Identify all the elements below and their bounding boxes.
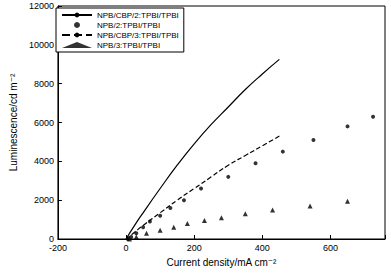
svg-text:200: 200 — [187, 243, 202, 253]
svg-text:NPB/3:TPBI/TPBI: NPB/3:TPBI/TPBI — [97, 41, 160, 50]
svg-text:-200: -200 — [49, 243, 67, 253]
svg-text:Luminescence/cd m⁻²: Luminescence/cd m⁻² — [8, 73, 19, 171]
svg-text:12000: 12000 — [29, 1, 54, 11]
svg-text:2000: 2000 — [34, 195, 54, 205]
svg-text:NPB/CBP/3:TPBI/TPBI: NPB/CBP/3:TPBI/TPBI — [97, 31, 179, 40]
svg-text:400: 400 — [255, 243, 270, 253]
svg-text:8000: 8000 — [34, 79, 54, 89]
svg-text:0: 0 — [124, 243, 129, 253]
svg-text:Current density/mA cm⁻²: Current density/mA cm⁻² — [167, 257, 277, 268]
svg-text:10000: 10000 — [29, 40, 54, 50]
svg-text:6000: 6000 — [34, 118, 54, 128]
svg-text:NPB/CBP/2:TPBI/TPBI: NPB/CBP/2:TPBI/TPBI — [97, 11, 179, 20]
svg-text:600: 600 — [323, 243, 338, 253]
svg-text:4000: 4000 — [34, 156, 54, 166]
svg-text:NPB/2:TPBI/TPBI: NPB/2:TPBI/TPBI — [97, 21, 160, 30]
svg-text:0: 0 — [48, 234, 54, 244]
